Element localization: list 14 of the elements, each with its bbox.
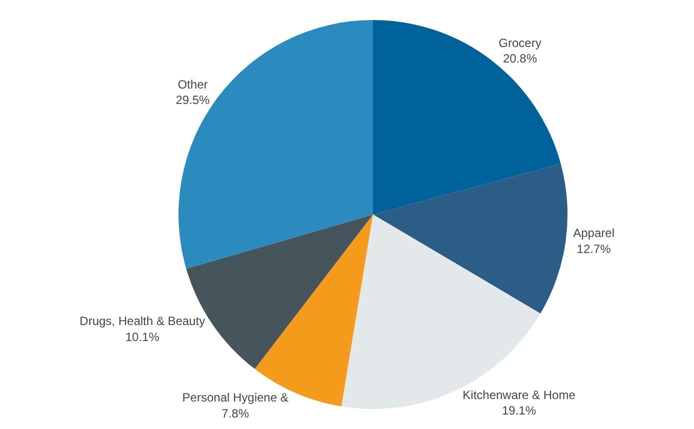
slice-label: Personal Hygiene &: [182, 390, 288, 405]
data-label: 12.7%: [576, 242, 612, 256]
data-label: 7.8%: [222, 406, 250, 420]
data-label: 29.5%: [176, 93, 210, 108]
slice-label: Apparel: [573, 226, 615, 240]
pie-slice: [373, 20, 561, 214]
data-label: 10.1%: [125, 330, 160, 344]
pie-slice: [373, 164, 568, 314]
data-label: 19.1%: [502, 404, 536, 418]
slice-label: Other: [178, 78, 208, 92]
slice-label: Drugs, Health & Beauty: [80, 314, 206, 328]
slice-label: Grocery: [498, 36, 542, 50]
data-label: 20.8%: [502, 52, 538, 66]
slice-label: Kitchenware & Home: [462, 388, 576, 402]
